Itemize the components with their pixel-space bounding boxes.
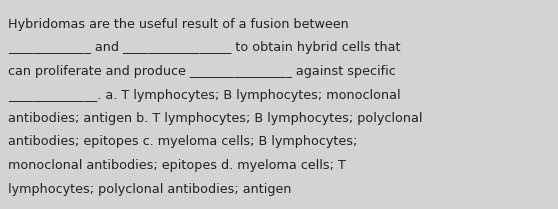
Text: _____________ and _________________ to obtain hybrid cells that: _____________ and _________________ to o… xyxy=(8,42,401,55)
Text: can proliferate and produce ________________ against specific: can proliferate and produce ____________… xyxy=(8,65,396,78)
Text: antibodies; epitopes c. myeloma cells; B lymphocytes;: antibodies; epitopes c. myeloma cells; B… xyxy=(8,135,357,149)
Text: antibodies; antigen b. T lymphocytes; B lymphocytes; polyclonal: antibodies; antigen b. T lymphocytes; B … xyxy=(8,112,422,125)
Text: Hybridomas are the useful result of a fusion between: Hybridomas are the useful result of a fu… xyxy=(8,18,349,31)
Text: monoclonal antibodies; epitopes d. myeloma cells; T: monoclonal antibodies; epitopes d. myelo… xyxy=(8,159,346,172)
Text: ______________. a. T lymphocytes; B lymphocytes; monoclonal: ______________. a. T lymphocytes; B lymp… xyxy=(8,88,401,102)
Text: lymphocytes; polyclonal antibodies; antigen: lymphocytes; polyclonal antibodies; anti… xyxy=(8,182,291,195)
